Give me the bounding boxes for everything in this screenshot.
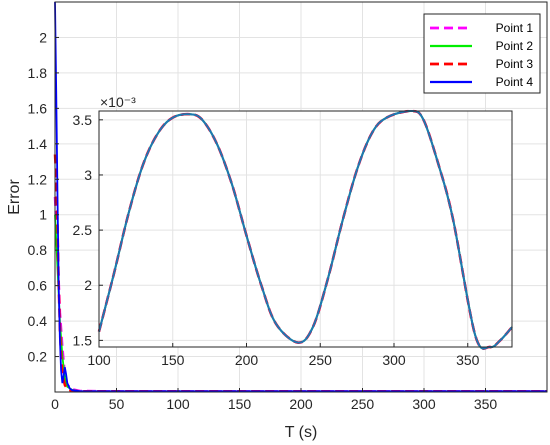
inset-y-tick-label: 1.5: [73, 332, 93, 348]
main-y-tick-label: 1.8: [28, 65, 48, 81]
main-y-tick-label: 1: [39, 207, 47, 223]
inset-series-group: [97, 109, 513, 350]
main-x-ticks: 0 50 100 150 200 250 300 350: [51, 388, 497, 412]
main-x-tick-label: 200: [289, 396, 313, 412]
main-y-tick-label: 0.2: [28, 349, 48, 365]
inset-x-tick-label: 350: [456, 352, 480, 368]
main-y-tick-label: 1.6: [28, 100, 48, 116]
main-y-tick-label: 1.4: [28, 136, 48, 152]
inset-x-tick-label: 100: [87, 352, 111, 368]
legend-label: Point 2: [496, 39, 534, 53]
inset-y-tick-label: 3.5: [73, 112, 93, 128]
x-axis-label: T (s): [285, 424, 318, 441]
inset-x-tick-label: 250: [309, 352, 333, 368]
inset-chart: 100 150 200 250 300 350 1.5 2 2.5 3 3.5 ×10⁻³: [73, 94, 513, 368]
legend-label: Point 4: [496, 75, 534, 89]
inset-y-tick-label: 2: [84, 277, 92, 293]
main-x-tick-label: 0: [51, 396, 59, 412]
legend: Point 1 Point 2 Point 3 Point 4: [423, 13, 541, 94]
inset-y-ticks: 1.5 2 2.5 3 3.5: [73, 112, 103, 348]
inset-x-tick-label: 300: [382, 352, 406, 368]
legend-item: Point 3: [430, 57, 533, 71]
inset-series-point-4: [98, 109, 513, 350]
legend-item: Point 1: [430, 21, 533, 35]
main-x-tick-label: 250: [351, 396, 375, 412]
main-series-point-4: [54, 1, 547, 393]
inset-axes-box: [98, 110, 513, 348]
inset-y-tick-label: 2.5: [73, 222, 93, 238]
main-y-ticks: 0.2 0.4 0.6 0.8 1 1.2 1.4 1.6 1.8 2: [28, 29, 59, 365]
main-y-tick-label: 0.8: [28, 242, 48, 258]
main-x-tick-label: 300: [412, 396, 436, 412]
main-x-tick-label: 100: [166, 396, 190, 412]
main-x-tick-label: 150: [228, 396, 252, 412]
main-y-tick-label: 2: [39, 29, 47, 45]
main-x-tick-label: 350: [474, 396, 498, 412]
main-y-tick-label: 1.2: [28, 171, 48, 187]
legend-box: [423, 13, 541, 94]
y-axis-label: Error: [6, 179, 23, 215]
legend-item: Point 2: [430, 39, 533, 53]
main-x-tick-label: 50: [109, 396, 125, 412]
main-y-tick-label: 0.4: [28, 313, 48, 329]
legend-label: Point 1: [496, 21, 534, 35]
inset-x-ticks: 100 150 200 250 300 350: [87, 343, 480, 368]
inset-background: [98, 110, 513, 348]
legend-label: Point 3: [496, 57, 534, 71]
inset-exponent-label: ×10⁻³: [100, 94, 136, 110]
legend-item: Point 4: [430, 75, 533, 89]
inset-x-tick-label: 150: [161, 352, 185, 368]
inset-x-tick-label: 200: [235, 352, 259, 368]
inset-grid: [98, 111, 512, 347]
main-y-tick-label: 0.6: [28, 278, 48, 294]
inset-y-tick-label: 3: [84, 167, 92, 183]
